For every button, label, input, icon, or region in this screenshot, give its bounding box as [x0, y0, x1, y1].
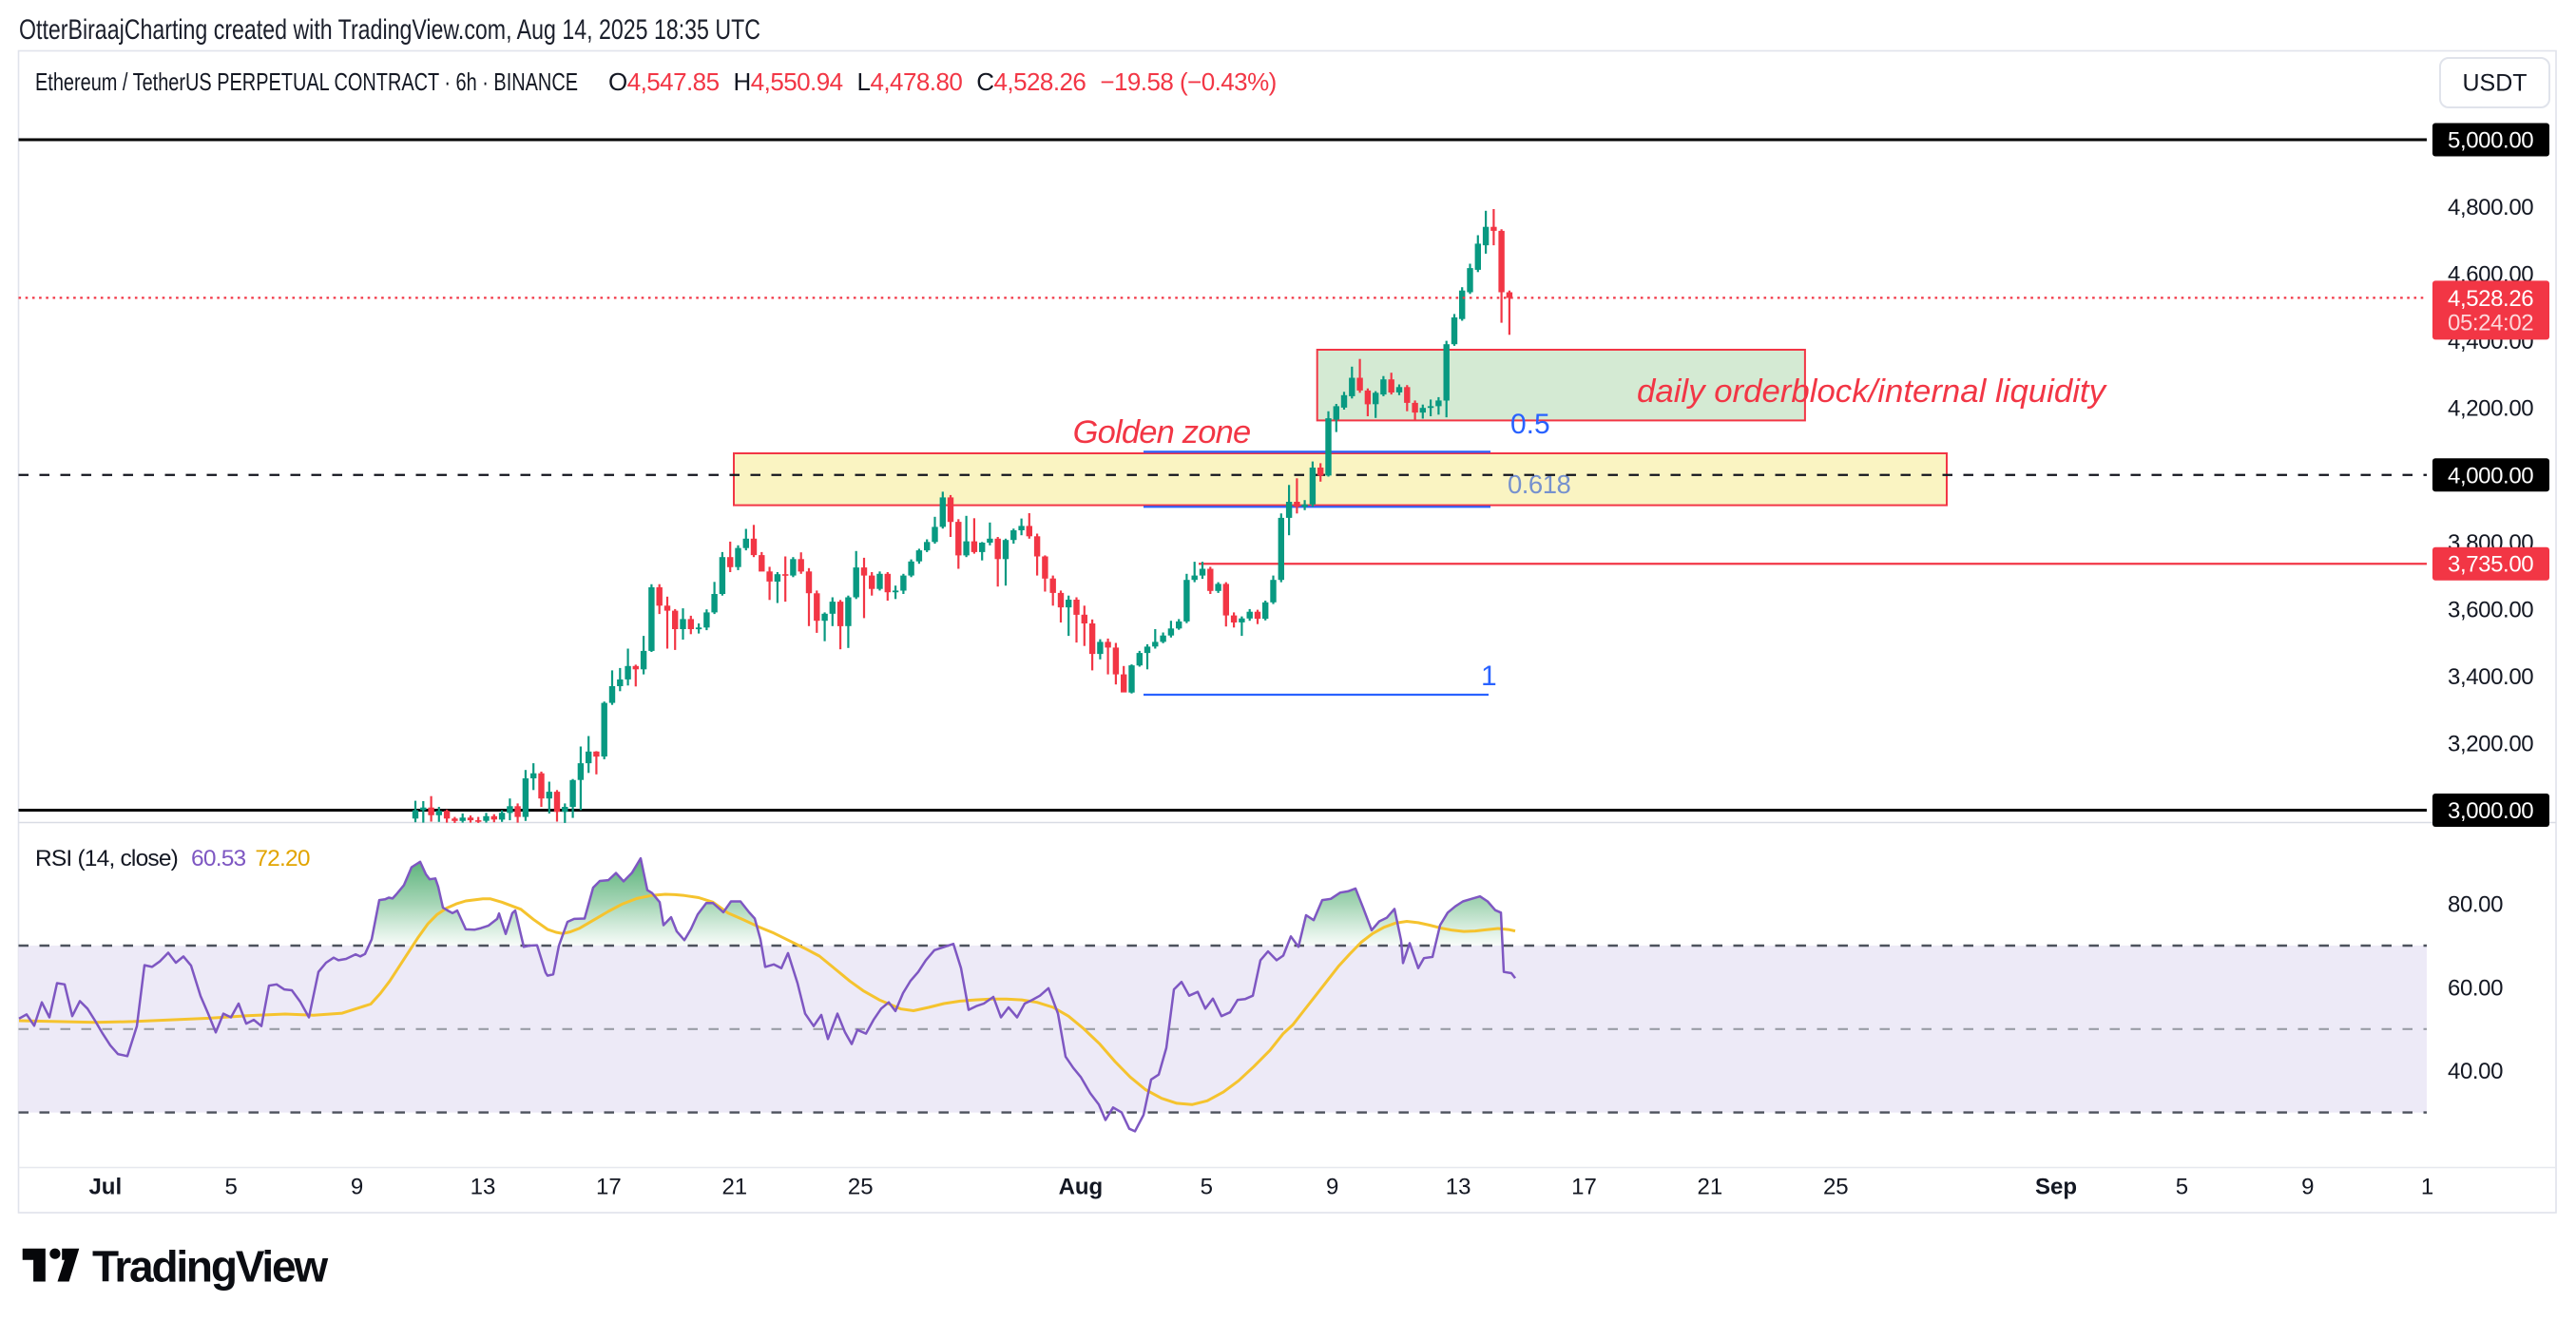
- svg-text:3,000.00: 3,000.00: [2448, 798, 2533, 824]
- svg-text:3,735.00: 3,735.00: [2448, 552, 2533, 578]
- svg-text:9: 9: [351, 1175, 363, 1200]
- svg-text:Sep: Sep: [2035, 1175, 2077, 1200]
- svg-text:40.00: 40.00: [2448, 1059, 2503, 1084]
- svg-text:9: 9: [1326, 1175, 1338, 1200]
- svg-text:5: 5: [1201, 1175, 1213, 1200]
- svg-text:5,000.00: 5,000.00: [2448, 128, 2533, 154]
- svg-text:05:24:02: 05:24:02: [2448, 310, 2533, 335]
- svg-text:17: 17: [596, 1175, 622, 1200]
- svg-text:0.5: 0.5: [1510, 409, 1550, 440]
- svg-text:3,600.00: 3,600.00: [2448, 597, 2533, 622]
- svg-text:TradingView: TradingView: [92, 1242, 328, 1292]
- svg-text:13: 13: [471, 1175, 496, 1200]
- svg-text:1: 1: [1481, 660, 1497, 692]
- svg-text:4,200.00: 4,200.00: [2448, 396, 2533, 422]
- svg-text:25: 25: [1823, 1175, 1849, 1200]
- svg-text:17: 17: [1571, 1175, 1597, 1200]
- svg-text:Jul: Jul: [88, 1175, 122, 1200]
- svg-text:4,528.26: 4,528.26: [2448, 286, 2533, 312]
- svg-text:9: 9: [2301, 1175, 2314, 1200]
- svg-text:Aug: Aug: [1059, 1175, 1104, 1200]
- svg-text:5: 5: [225, 1175, 238, 1200]
- svg-text:21: 21: [1698, 1175, 1723, 1200]
- svg-text:3,200.00: 3,200.00: [2448, 731, 2533, 756]
- svg-text:60.00: 60.00: [2448, 975, 2503, 1001]
- svg-text:80.00: 80.00: [2448, 892, 2503, 918]
- svg-text:5: 5: [2176, 1175, 2188, 1200]
- svg-text:13: 13: [1446, 1175, 1471, 1200]
- svg-text:0.618: 0.618: [1508, 469, 1571, 499]
- svg-text:Ethereum / TetherUS PERPETUAL: Ethereum / TetherUS PERPETUAL CONTRACT ·…: [35, 67, 578, 96]
- svg-text:1: 1: [2421, 1175, 2433, 1200]
- svg-text:OtterBiraajCharting created wi: OtterBiraajCharting created with Trading…: [19, 14, 760, 46]
- svg-text:USDT: USDT: [2462, 70, 2527, 97]
- svg-text:25: 25: [848, 1175, 874, 1200]
- svg-text:3,400.00: 3,400.00: [2448, 664, 2533, 690]
- svg-text:4,000.00: 4,000.00: [2448, 463, 2533, 488]
- svg-text:Golden zone: Golden zone: [1073, 414, 1251, 450]
- svg-text:daily orderblock/internal liqu: daily orderblock/internal liquidity: [1637, 373, 2107, 410]
- svg-text:4,800.00: 4,800.00: [2448, 195, 2533, 220]
- svg-text:21: 21: [721, 1175, 747, 1200]
